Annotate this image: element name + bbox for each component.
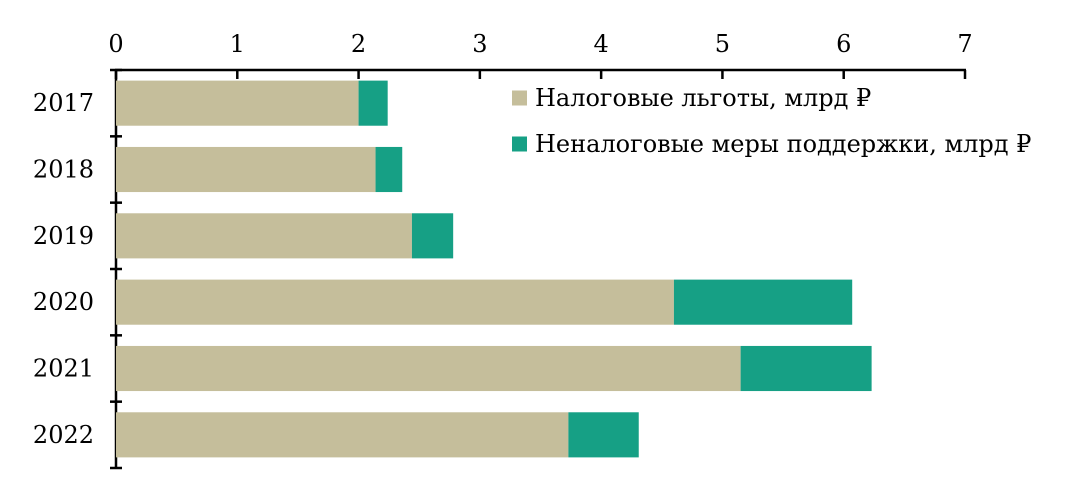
bar-tax-benefits-2019 xyxy=(116,213,412,259)
bar-non-tax-support-2021 xyxy=(740,345,872,392)
x-tick-label: 7 xyxy=(957,30,972,58)
category-label: 2018 xyxy=(33,156,94,184)
x-tick-label: 0 xyxy=(108,30,123,58)
category-label: 2021 xyxy=(33,355,94,383)
x-tick-label: 5 xyxy=(715,30,730,58)
bar-non-tax-support-2017 xyxy=(358,80,388,126)
x-tick-label: 4 xyxy=(594,30,609,58)
category-label: 2022 xyxy=(33,421,94,449)
bar-tax-benefits-2018 xyxy=(116,146,376,193)
chart-bars xyxy=(116,80,872,458)
legend-swatch xyxy=(512,90,527,106)
category-label: 2019 xyxy=(33,222,94,250)
bar-tax-benefits-2021 xyxy=(116,345,741,392)
category-label: 2017 xyxy=(33,89,94,117)
x-tick-label: 1 xyxy=(230,30,245,58)
bar-tax-benefits-2020 xyxy=(116,279,674,325)
legend-label: Неналоговые меры поддержки, млрд ₽ xyxy=(535,130,1031,158)
bar-non-tax-support-2019 xyxy=(411,213,454,259)
bar-non-tax-support-2020 xyxy=(673,279,853,325)
bar-non-tax-support-2018 xyxy=(375,146,403,193)
bar-non-tax-support-2022 xyxy=(568,412,639,458)
bar-tax-benefits-2022 xyxy=(116,412,569,458)
chart-axes: 0 1 2 3 4 5 6 7 2017 2018 2019 2020 2021 2022 xyxy=(33,30,973,470)
legend-label: Налоговые льготы, млрд ₽ xyxy=(535,84,871,112)
x-tick-label: 6 xyxy=(836,30,851,58)
x-tick-label: 3 xyxy=(472,30,487,58)
legend-swatch xyxy=(512,136,527,152)
bar-tax-benefits-2017 xyxy=(116,80,359,126)
category-label: 2020 xyxy=(33,288,94,316)
x-tick-label: 2 xyxy=(351,30,366,58)
chart-legend: Налоговые льготы, млрд ₽ Неналоговые меры… xyxy=(512,84,1031,158)
